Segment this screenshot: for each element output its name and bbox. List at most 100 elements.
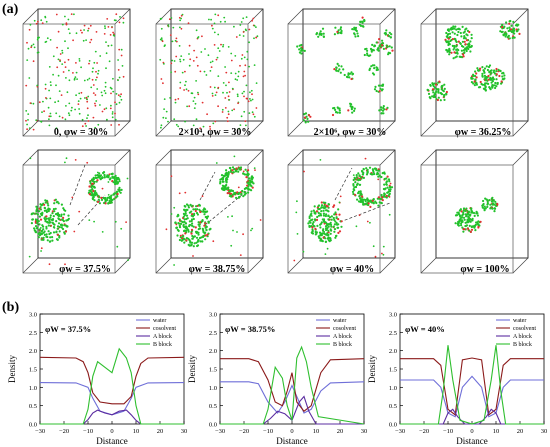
- snapshot-box-7: [287, 149, 396, 274]
- particle: [489, 78, 492, 81]
- particle: [477, 224, 480, 227]
- particle: [231, 169, 234, 172]
- particle: [192, 100, 195, 102]
- particle: [234, 170, 238, 173]
- particle: [307, 120, 310, 123]
- particle: [460, 49, 463, 52]
- particle: [458, 55, 461, 58]
- particle: [483, 209, 486, 212]
- box-front-face: [435, 8, 529, 122]
- box-front-face: [170, 8, 264, 122]
- particle: [318, 33, 321, 36]
- particle: [501, 26, 504, 29]
- particle: [319, 159, 322, 161]
- particle: [56, 46, 58, 49]
- particle: [250, 189, 253, 192]
- particle: [120, 48, 123, 51]
- particle: [255, 36, 258, 39]
- particle: [28, 127, 31, 129]
- particle: [57, 218, 61, 221]
- particle: [388, 213, 391, 216]
- particle: [42, 100, 44, 103]
- particle: [92, 84, 95, 86]
- particle: [471, 225, 475, 228]
- particle: [188, 64, 191, 67]
- particle: [374, 85, 377, 88]
- particle: [300, 48, 303, 51]
- particle: [457, 30, 460, 34]
- particle: [43, 230, 46, 233]
- particle: [86, 107, 89, 110]
- particle: [212, 122, 215, 125]
- particle: [78, 58, 81, 60]
- particle: [183, 229, 186, 232]
- particle: [197, 93, 200, 96]
- particle: [460, 35, 463, 38]
- particle: [384, 187, 387, 190]
- particle: [60, 223, 63, 226]
- particle: [256, 35, 259, 38]
- particle: [103, 89, 106, 92]
- particle: [324, 253, 327, 256]
- particle: [47, 217, 50, 220]
- particle: [190, 243, 193, 246]
- particle: [335, 69, 338, 72]
- y-tick-label: 1.5: [209, 367, 217, 374]
- particle: [39, 232, 42, 236]
- y-tick-label: 3.0: [209, 312, 217, 319]
- particle: [467, 47, 470, 51]
- particle: [484, 76, 487, 79]
- particle: [165, 110, 168, 113]
- particle: [448, 51, 451, 54]
- particle: [201, 227, 204, 230]
- particle: [108, 197, 112, 200]
- particle: [122, 21, 125, 24]
- box-back-face: [155, 164, 249, 274]
- chart-title: φW = 40%: [405, 324, 445, 334]
- particle: [337, 218, 340, 221]
- x-tick-label: −20: [59, 428, 69, 435]
- box-edge: [512, 8, 529, 25]
- particle: [114, 196, 118, 199]
- particle: [43, 233, 46, 236]
- particle: [489, 88, 492, 91]
- particle: [187, 230, 190, 233]
- particle: [298, 44, 301, 47]
- particle: [97, 69, 100, 72]
- particle: [478, 69, 481, 72]
- particle: [249, 91, 251, 94]
- particle: [377, 204, 380, 207]
- particle: [39, 227, 42, 229]
- particle: [222, 44, 225, 46]
- particle: [377, 169, 380, 172]
- particle: [470, 209, 473, 212]
- particle-cluster: [331, 106, 341, 117]
- particle: [118, 48, 121, 51]
- particle: [360, 200, 363, 203]
- particle: [372, 171, 375, 174]
- particle: [180, 55, 183, 57]
- particle-cluster: [30, 198, 70, 243]
- particle: [380, 84, 383, 87]
- x-tick-label: −20: [239, 428, 249, 435]
- particle: [329, 232, 332, 235]
- box-front-face: [302, 149, 396, 259]
- particle: [296, 45, 299, 48]
- particle: [431, 95, 434, 98]
- particle: [463, 218, 466, 221]
- particle: [337, 231, 340, 234]
- particle: [327, 214, 330, 217]
- particle: [38, 210, 41, 213]
- particle: [324, 201, 327, 204]
- particle: [35, 227, 38, 230]
- particle: [380, 112, 383, 115]
- particle: [471, 218, 474, 221]
- particle: [197, 221, 200, 224]
- particle: [62, 71, 65, 73]
- y-axis-label: Density: [7, 355, 17, 383]
- particle: [487, 78, 490, 81]
- particle: [213, 44, 216, 46]
- particle: [506, 36, 509, 39]
- particle: [351, 28, 354, 31]
- particle: [245, 16, 248, 18]
